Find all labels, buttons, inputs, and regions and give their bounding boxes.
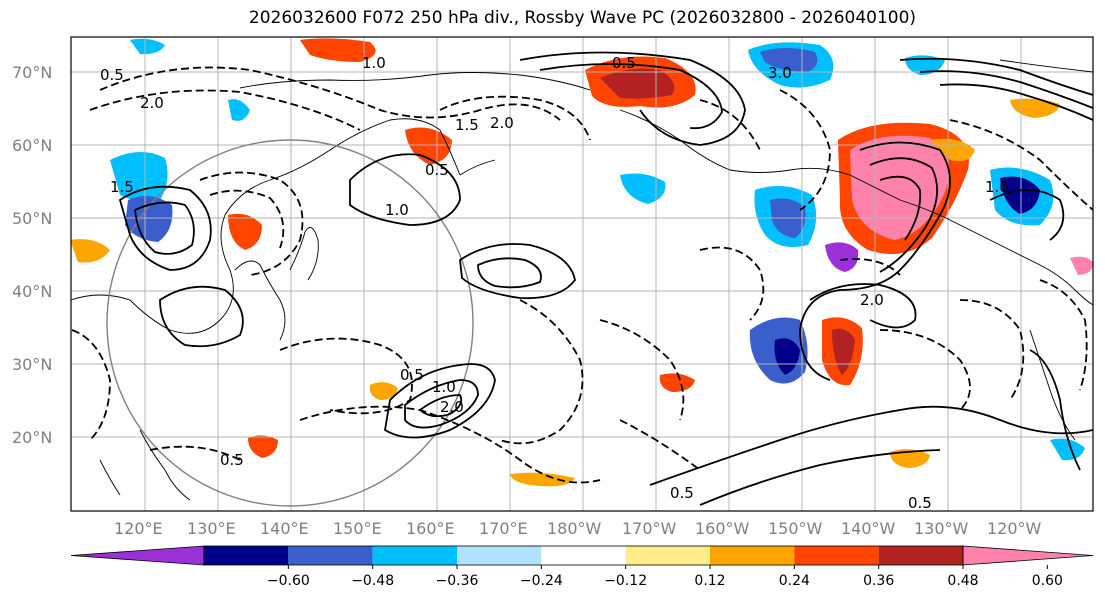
lon-label: 170°E xyxy=(479,519,528,538)
longitude-labels: 120°E 130°E 140°E 150°E 160°E 170°E 180°… xyxy=(114,519,1042,538)
contour-labels: 0.5 1.0 2.0 3.0 1.5 0.5 1.0 2.0 0.5 1.5 … xyxy=(100,54,1009,512)
contour-label: 0.5 xyxy=(100,66,124,84)
lon-label: 120°E xyxy=(114,519,163,538)
contour-label: 1.0 xyxy=(432,378,456,396)
contour-label: 0.5 xyxy=(908,494,932,512)
contour-label: 2.0 xyxy=(860,291,884,309)
contour-label: 1.5 xyxy=(455,116,479,134)
lon-label: 170°W xyxy=(622,519,677,538)
lat-label: 50°N xyxy=(12,209,52,228)
colorbar-segment xyxy=(372,546,457,565)
colorbar-tick-label: −0.48 xyxy=(351,573,394,589)
colorbar-segment xyxy=(541,546,626,565)
colorbar: −0.60 −0.48 −0.36 −0.24 −0.12 0.12 0.24 0.36 0.4… xyxy=(70,545,1094,589)
contour-label: 0.5 xyxy=(220,451,244,469)
colorbar-segment xyxy=(625,546,710,565)
colorbar-segment xyxy=(70,545,205,566)
solid-contours xyxy=(118,51,1093,506)
lon-label: 120°W xyxy=(987,519,1042,538)
lat-label: 30°N xyxy=(12,355,52,374)
colorbar-tick-label: −0.36 xyxy=(436,573,479,589)
colorbar-segment xyxy=(457,546,542,565)
lat-label: 60°N xyxy=(12,136,52,155)
colorbar-tick-label: −0.60 xyxy=(267,573,310,589)
contour-label: 0.5 xyxy=(670,484,694,502)
colorbar-tick-label: −0.12 xyxy=(604,573,647,589)
colorbar-segment xyxy=(962,545,1094,566)
contour-label: 1.5 xyxy=(110,178,134,196)
latitude-labels: 70°N 60°N 50°N 40°N 30°N 20°N xyxy=(12,63,52,447)
colorbar-segment xyxy=(878,546,963,565)
contour-label: 2.0 xyxy=(490,114,514,132)
lat-label: 20°N xyxy=(12,428,52,447)
contour-label: 1.0 xyxy=(385,201,409,219)
lon-label: 150°W xyxy=(768,519,823,538)
contour-label: 3.0 xyxy=(768,64,792,82)
contour-label: 1.0 xyxy=(362,54,386,72)
lon-label: 160°E xyxy=(406,519,455,538)
colorbar-segment xyxy=(710,546,795,565)
colorbar-tick-label: 0.60 xyxy=(1032,573,1063,589)
dashed-contours xyxy=(71,66,1093,484)
map-plot-area: 0.5 1.0 2.0 3.0 1.5 0.5 1.0 2.0 0.5 1.5 … xyxy=(71,37,1093,512)
contour-label: 0.5 xyxy=(425,161,449,179)
lon-label: 140°E xyxy=(260,519,309,538)
contour-label: 1.0 xyxy=(985,178,1009,196)
colorbar-segment xyxy=(204,546,289,565)
contour-label: 2.0 xyxy=(140,94,164,112)
contour-label: 0.5 xyxy=(400,366,424,384)
lon-label: 160°W xyxy=(695,519,750,538)
projection-circle xyxy=(106,139,474,507)
lon-label: 150°E xyxy=(333,519,382,538)
contour-label: 2.0 xyxy=(440,398,464,416)
lon-label: 180°W xyxy=(547,519,602,538)
contour-label: 0.5 xyxy=(612,54,636,72)
colorbar-tick-label: 0.48 xyxy=(947,573,978,589)
map-frame xyxy=(70,36,1094,512)
lon-label: 130°E xyxy=(187,519,236,538)
lon-label: 130°W xyxy=(914,519,969,538)
grid-lines xyxy=(71,37,1093,511)
colorbar-segment xyxy=(288,546,373,565)
lon-label: 140°W xyxy=(841,519,896,538)
map-title: 2026032600 F072 250 hPa div., Rossby Wav… xyxy=(248,8,917,28)
lat-label: 70°N xyxy=(12,63,52,82)
colorbar-tick-label: 0.36 xyxy=(863,573,894,589)
coastlines xyxy=(71,59,1093,501)
colorbar-tick-label: −0.24 xyxy=(520,573,563,589)
colorbar-segment xyxy=(794,546,879,565)
colorbar-tick-label: 0.12 xyxy=(694,573,725,589)
lat-label: 40°N xyxy=(12,282,52,301)
colorbar-tick-label: 0.24 xyxy=(779,573,810,589)
